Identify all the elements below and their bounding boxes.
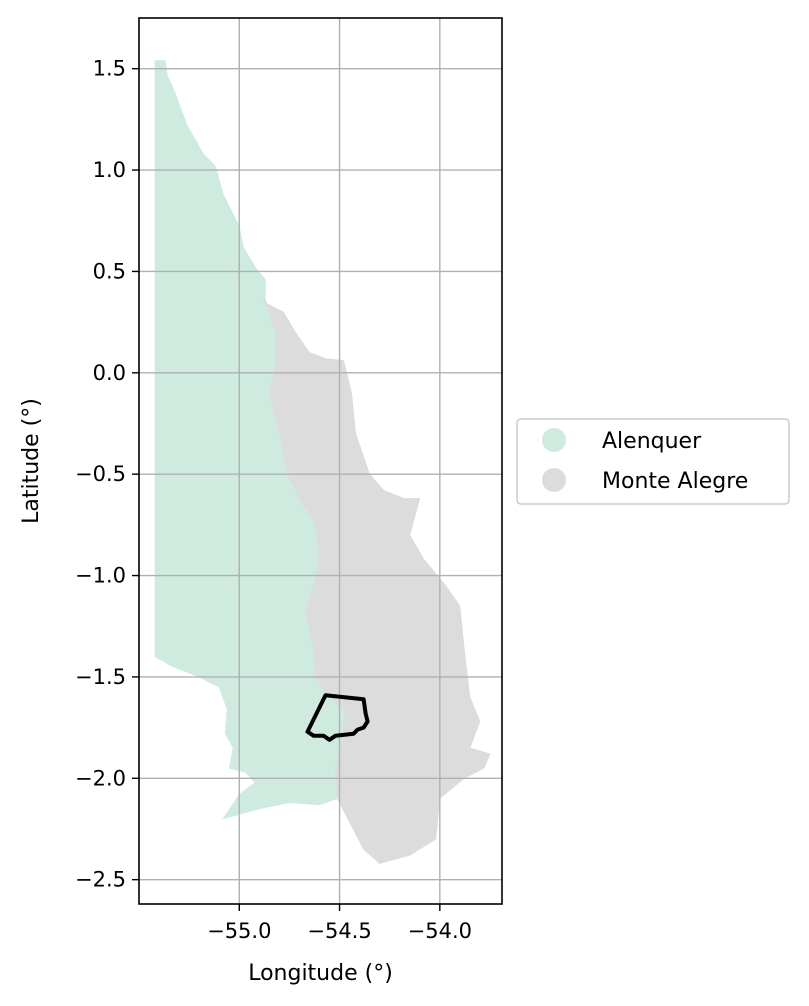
legend-frame — [516, 418, 790, 505]
legend-swatch-alenquer — [542, 428, 566, 452]
y-tick-label: −0.5 — [75, 462, 126, 486]
y-tick-label: −1.0 — [75, 564, 126, 588]
y-tick-label: −2.0 — [75, 766, 126, 790]
ticks-layer: −55.0 −54.5 −54.0 1.5 1.0 0.5 0.0 −0.5 −1.0 −1.5 −… — [75, 57, 472, 943]
y-tick-label: −1.5 — [75, 665, 126, 689]
y-tick-label: 1.0 — [93, 158, 126, 182]
y-tick-label: 0.0 — [93, 361, 126, 385]
regions-layer — [154, 60, 491, 864]
legend-label-monte-alegre: Monte Alegre — [602, 469, 748, 494]
y-axis-label: Latitude (°) — [19, 398, 44, 524]
legend-swatch-monte-alegre — [542, 468, 566, 492]
legend-label-alenquer: Alenquer — [602, 429, 702, 454]
plot-frame — [138, 17, 503, 905]
boundary-outline — [305, 693, 370, 742]
x-axis-label: Longitude (°) — [248, 961, 393, 986]
x-tick-label: −54.5 — [307, 919, 371, 943]
y-tick-label: 1.5 — [93, 57, 126, 81]
boundary-layer — [305, 693, 370, 742]
x-tick-label: −55.0 — [207, 919, 271, 943]
x-tick-label: −54.0 — [408, 919, 472, 943]
y-tick-label: 0.5 — [93, 259, 126, 283]
legend: Alenquer Monte Alegre — [516, 418, 790, 505]
grid-layer — [139, 18, 502, 904]
y-tick-label: −2.5 — [75, 868, 126, 892]
